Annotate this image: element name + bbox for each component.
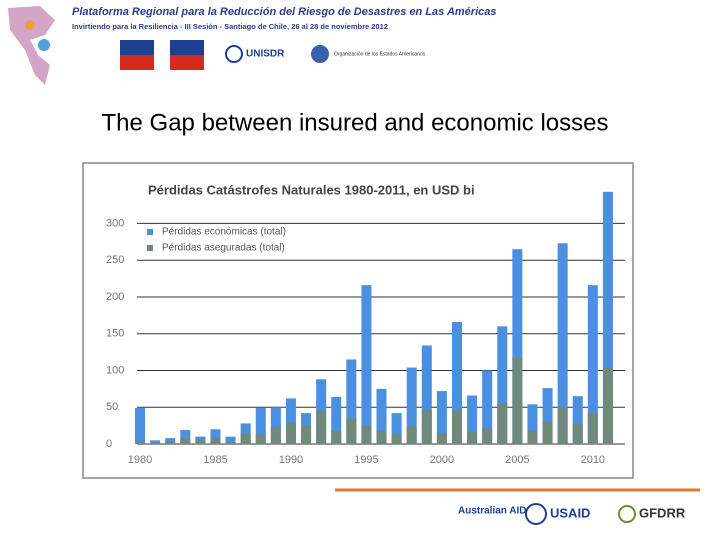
chart-frame [82,162,634,479]
logo-un [225,45,243,63]
y-tick-label: 200 [106,291,124,303]
bar [361,285,372,444]
logo-usaid: USAID [550,505,590,520]
bar [346,418,357,444]
bar [512,357,523,444]
bar [135,407,146,444]
x-tick-label: 2010 [581,454,605,466]
bar [391,413,402,444]
bar [240,432,251,444]
bar [451,321,462,444]
bar [331,396,342,444]
chart-title: Pérdidas Catástrofes Naturales 1980-2011… [148,182,475,197]
x-tick-label: 1985 [203,454,227,466]
bar [467,431,478,444]
bar [497,403,508,444]
bar [436,432,447,444]
y-tick-label: 150 [106,328,124,340]
bar [346,359,357,444]
bar [316,410,327,444]
bar [135,441,146,444]
legend-swatch [147,229,153,235]
logo-oea-icon [311,45,329,63]
x-tick-label: 1995 [354,454,378,466]
logo-oea: Organización de los Estados Americanos [334,51,426,57]
logo-usaid-seal [525,503,547,525]
bar [482,370,493,444]
bar [165,438,176,444]
bar [557,243,568,444]
bar [225,436,236,444]
bar [225,441,236,444]
bar [406,426,417,444]
header-title: Plataforma Regional para la Reducción de… [72,6,496,18]
logo-chile-stripe [170,55,204,70]
bar [572,396,583,444]
bar [572,424,583,444]
bar [331,430,342,444]
x-tick-label: 1980 [128,454,152,466]
bar [285,422,296,444]
bar [542,421,553,444]
bar [587,413,598,444]
bar [270,407,281,444]
bar [180,430,191,444]
bar [150,440,161,444]
bar [602,368,613,444]
bar [165,441,176,444]
bar [210,429,221,444]
plot: 0 50 100 150 200 250 300 1980 1985 1990 1995 2000 20… [106,191,625,466]
bar [451,410,462,444]
bar [210,438,221,444]
bar [467,395,478,444]
bar [527,430,538,444]
bar [376,388,387,444]
bar [391,434,402,444]
bar [512,249,523,444]
x-tick-label: 2000 [430,454,454,466]
header-subtitle: Invirtiendo para la Resiliencia - III Se… [72,22,388,31]
y-tick-label: 250 [106,254,124,266]
bar [587,285,598,444]
y-tick-label: 300 [106,217,124,229]
y-tick-label: 50 [106,401,118,413]
bar [255,434,266,444]
bar [180,438,191,444]
legend-swatch [147,245,153,251]
bar [301,425,312,444]
bar [436,391,447,444]
y-tick-label: 100 [106,364,124,376]
y-tick-label: 0 [106,438,112,450]
x-tick-label: 1990 [279,454,303,466]
bar [482,428,493,444]
bar [421,345,432,444]
logo-ausaid: Australian AID [458,506,527,517]
bar [542,388,553,444]
logo-gfdrr: GFDRR [639,505,686,520]
legend-label: Pérdidas aseguradas (total) [162,243,285,254]
bar [602,191,613,444]
bar [557,407,568,444]
x-tick-label: 2005 [505,454,529,466]
map-icon [8,6,55,85]
bar [497,326,508,444]
logo-gfdrr-icon [618,505,636,523]
logo-chile-stripe [120,55,154,70]
bar [361,425,372,444]
bar [376,430,387,444]
legend-label: Pérdidas económicas (total) [162,227,286,238]
slide-title: The Gap between insured and economic los… [102,109,609,136]
logo-unisdr: UNISDR [246,49,285,60]
bar [270,427,281,444]
bar [285,398,296,444]
bar [195,439,206,444]
bar [150,442,161,444]
bar [255,407,266,444]
bar [406,367,417,444]
bar [421,410,432,444]
bar [527,404,538,444]
